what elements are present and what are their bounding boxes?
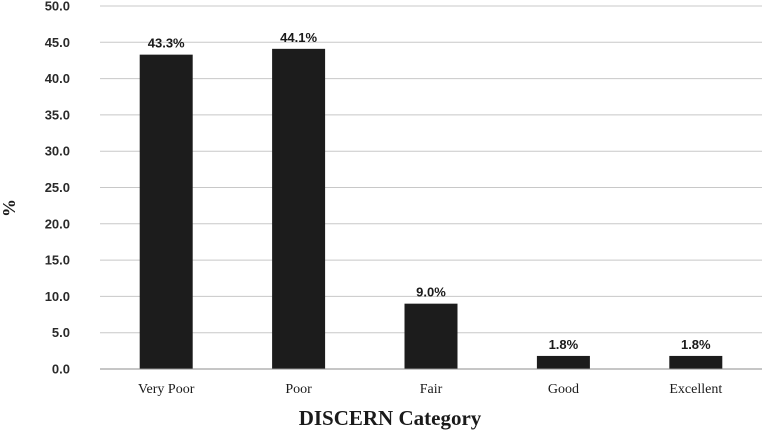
x-category-label: Poor xyxy=(285,382,312,397)
bar xyxy=(404,303,458,369)
bar xyxy=(536,355,590,369)
x-axis-title: DISCERN Category xyxy=(299,406,482,430)
bar-data-label: 9.0% xyxy=(416,285,446,300)
x-category-label: Very Poor xyxy=(138,382,195,397)
y-tick-label: 20.0 xyxy=(45,216,70,231)
bar-data-label: 43.3% xyxy=(148,36,185,51)
x-category-labels: Very Poor Poor Fair Good Excellent xyxy=(138,382,722,397)
y-tick-label: 0.0 xyxy=(52,362,70,377)
y-tick-label: 45.0 xyxy=(45,35,70,50)
y-tick-label: 25.0 xyxy=(45,180,70,195)
bar-data-label: 44.1% xyxy=(280,30,317,45)
y-tick-label: 30.0 xyxy=(45,144,70,159)
bar xyxy=(139,54,193,369)
bar xyxy=(272,48,326,370)
bars xyxy=(139,48,723,370)
y-tick-label: 15.0 xyxy=(45,253,70,268)
bar xyxy=(669,355,723,369)
y-axis-title: % xyxy=(0,199,19,217)
y-tick-labels: 0.0 5.0 10.0 15.0 20.0 25.0 30.0 35.0 40.0 45.0 50… xyxy=(45,0,70,377)
y-tick-label: 40.0 xyxy=(45,71,70,86)
bar-data-label: 1.8% xyxy=(549,337,579,352)
y-tick-label: 5.0 xyxy=(52,325,70,340)
gridlines xyxy=(100,5,762,334)
x-category-label: Good xyxy=(548,382,579,397)
x-category-label: Fair xyxy=(420,382,443,397)
x-category-label: Excellent xyxy=(669,382,722,397)
bar-data-label: 1.8% xyxy=(681,337,711,352)
y-tick-label: 35.0 xyxy=(45,107,70,122)
y-tick-label: 50.0 xyxy=(45,0,70,14)
data-labels: 43.3% 44.1% 9.0% 1.8% 1.8% xyxy=(148,30,711,352)
y-tick-label: 10.0 xyxy=(45,289,70,304)
